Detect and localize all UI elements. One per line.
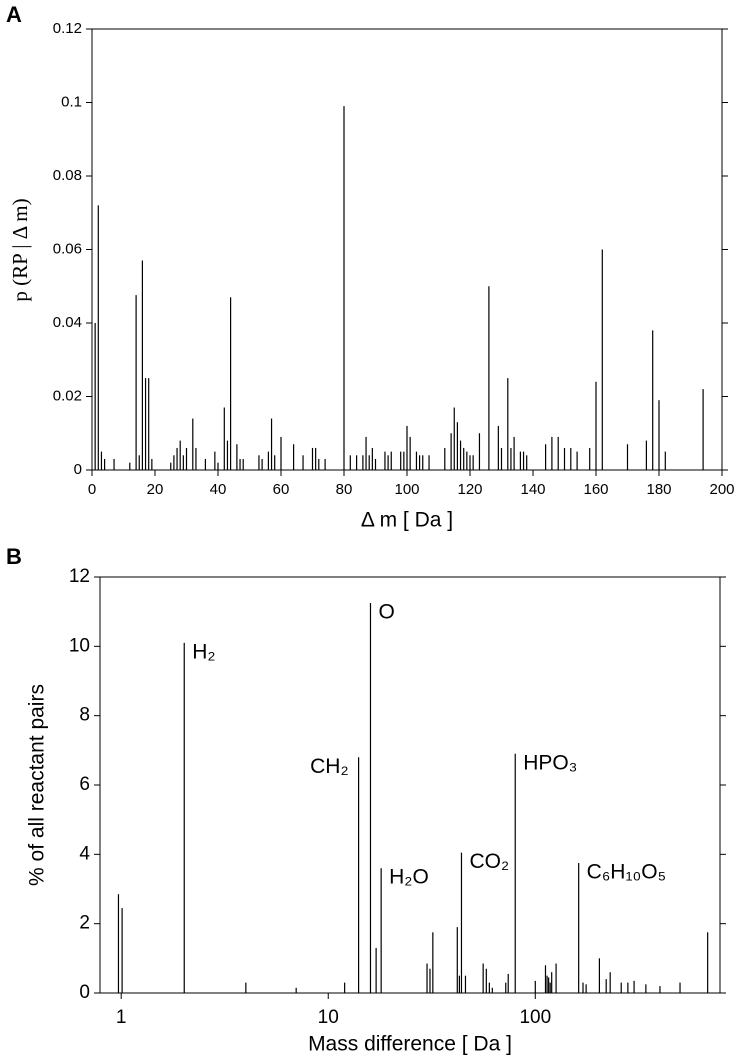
- peak-label: C₆H₁₀O₅: [587, 861, 666, 884]
- y-tick-label: 0.06: [53, 240, 82, 257]
- x-tick-label: 120: [457, 481, 482, 498]
- peak-label: H₂O: [389, 866, 429, 889]
- x-axis-label: Mass difference [ Da ]: [308, 1033, 512, 1056]
- y-tick-label: 0.08: [53, 167, 82, 184]
- y-axis-label: % of all reactant pairs: [26, 684, 49, 886]
- y-tick-label: 0: [79, 982, 90, 1003]
- x-tick-label: 0: [88, 481, 96, 498]
- plot-frame: [99, 576, 721, 994]
- y-tick-label: 12: [69, 566, 90, 587]
- y-tick-label: 8: [79, 705, 90, 726]
- y-tick-label: 0: [74, 461, 82, 478]
- peak-label: HPO₃: [523, 751, 577, 774]
- peak-label: CH₂: [310, 755, 348, 778]
- y-tick-label: 4: [79, 843, 90, 864]
- x-tick-label: 100: [394, 481, 419, 498]
- x-tick-label: 200: [709, 481, 734, 498]
- y-tick-label: 6: [79, 774, 90, 795]
- peak-label: O: [378, 601, 394, 624]
- x-tick-label: 20: [147, 481, 164, 498]
- x-tick-label: 60: [273, 481, 290, 498]
- x-tick-label: 10: [318, 1007, 339, 1028]
- peak-label: CO₂: [469, 850, 509, 873]
- y-axis-label: p (RP | Δ m): [8, 198, 32, 301]
- y-tick-label: 2: [79, 913, 90, 934]
- panel-label: A: [6, 2, 22, 27]
- x-tick-label: 1: [116, 1007, 127, 1028]
- y-tick-label: 10: [69, 635, 90, 656]
- x-tick-label: 40: [210, 481, 227, 498]
- x-tick-label: 160: [583, 481, 608, 498]
- x-axis-label: Δ m [ Da ]: [361, 509, 453, 532]
- peak-label: H₂: [192, 640, 215, 663]
- x-tick-label: 80: [336, 481, 353, 498]
- y-tick-label: 0.02: [53, 387, 82, 404]
- plot-frame: [91, 28, 723, 471]
- x-tick-label: 140: [520, 481, 545, 498]
- y-tick-label: 0.12: [53, 20, 82, 37]
- y-tick-label: 0.1: [61, 93, 82, 110]
- panel-label: B: [6, 544, 22, 569]
- x-tick-label: 180: [646, 481, 671, 498]
- y-tick-label: 0.04: [53, 314, 82, 331]
- x-tick-label: 100: [519, 1007, 551, 1028]
